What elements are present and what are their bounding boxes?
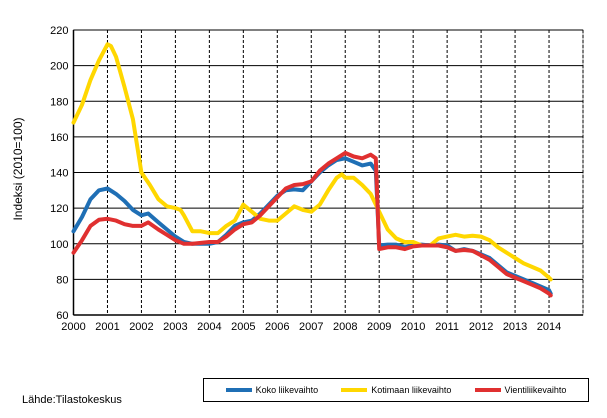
legend-swatch	[341, 388, 368, 392]
y-tick-label: 220	[50, 25, 68, 37]
x-tick-label: 2003	[163, 321, 187, 333]
y-axis-label: Indeksi (2010=100)	[11, 117, 25, 221]
x-tick-label: 2000	[61, 321, 85, 333]
legend-swatch	[474, 388, 501, 392]
y-tick-label: 100	[50, 239, 68, 251]
y-tick-label: 60	[56, 310, 68, 322]
x-tick-label: 2009	[367, 321, 391, 333]
series-line-vientiliikevaihto	[71, 150, 553, 298]
x-tick-label: 2006	[265, 321, 289, 333]
y-tick-label: 180	[50, 96, 68, 108]
y-tick-label: 80	[56, 274, 68, 286]
x-tick-label: 2014	[537, 321, 561, 333]
x-tick-label: 2012	[469, 321, 493, 333]
y-tick-label: 120	[50, 203, 68, 215]
y-tick-label: 200	[50, 61, 68, 73]
x-tick-label: 2002	[129, 321, 153, 333]
legend-item: Koko liikevaihto	[225, 385, 319, 395]
x-tick-label: 2008	[333, 321, 357, 333]
legend-item: Kotimaan liikevaihto	[341, 385, 451, 395]
source-note: Lähde:Tilastokeskus	[22, 394, 122, 406]
x-tick-label: 2007	[299, 321, 323, 333]
y-tick-label: 160	[50, 132, 68, 144]
y-tick-label: 140	[50, 168, 68, 180]
legend-label: Koko liikevaihto	[255, 385, 319, 395]
x-tick-label: 2005	[231, 321, 255, 333]
legend-swatch	[225, 388, 252, 392]
legend-label: Vientiliikevaihto	[504, 385, 567, 395]
legend-item: Vientiliikevaihto	[474, 385, 567, 395]
series-line-kotimaan-liikevaihto	[71, 42, 553, 282]
x-tick-label: 2011	[435, 321, 459, 333]
legend-label: Kotimaan liikevaihto	[371, 385, 452, 395]
legend: Koko liikevaihto Kotimaan liikevaihto Vi…	[203, 378, 589, 402]
x-tick-label: 2010	[401, 321, 425, 333]
x-tick-label: 2004	[197, 321, 221, 333]
x-tick-label: 2001	[95, 321, 119, 333]
x-tick-label: 2013	[503, 321, 527, 333]
